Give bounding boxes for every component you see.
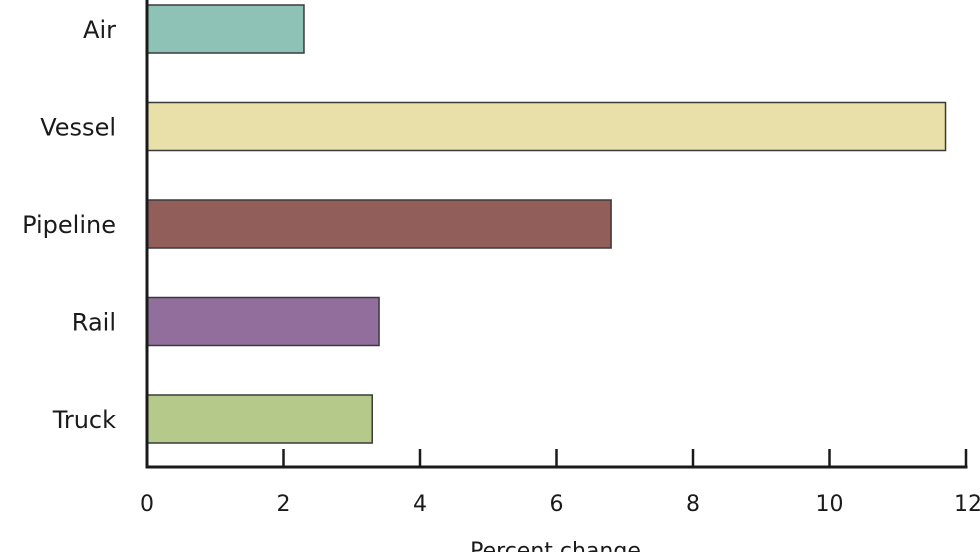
category-label-truck: Truck: [52, 406, 116, 434]
x-tick-label: 8: [686, 492, 700, 517]
category-label-rail: Rail: [72, 309, 116, 337]
x-ticks: 0 2 4 6 8 10 12: [140, 449, 980, 517]
category-label-pipeline: Pipeline: [22, 211, 116, 239]
x-tick-label: 4: [413, 492, 427, 517]
bar-air: [146, 4, 305, 54]
bar-truck: [146, 394, 373, 444]
category-label-air: Air: [83, 16, 116, 44]
bars-group: [146, 4, 947, 444]
bar-rail: [146, 296, 380, 347]
category-label-vessel: Vessel: [40, 114, 116, 142]
x-tick-label: 12: [954, 492, 980, 517]
x-tick-label: 0: [140, 492, 154, 517]
x-tick-label: 10: [816, 492, 844, 517]
bar-vessel: [146, 101, 947, 152]
bar-pipeline: [146, 199, 612, 249]
x-axis-title: Percent change: [470, 539, 641, 552]
x-tick-label: 2: [277, 492, 291, 517]
category-labels: Air Vessel Pipeline Rail Truck: [22, 16, 116, 434]
x-tick-label: 6: [550, 492, 564, 517]
